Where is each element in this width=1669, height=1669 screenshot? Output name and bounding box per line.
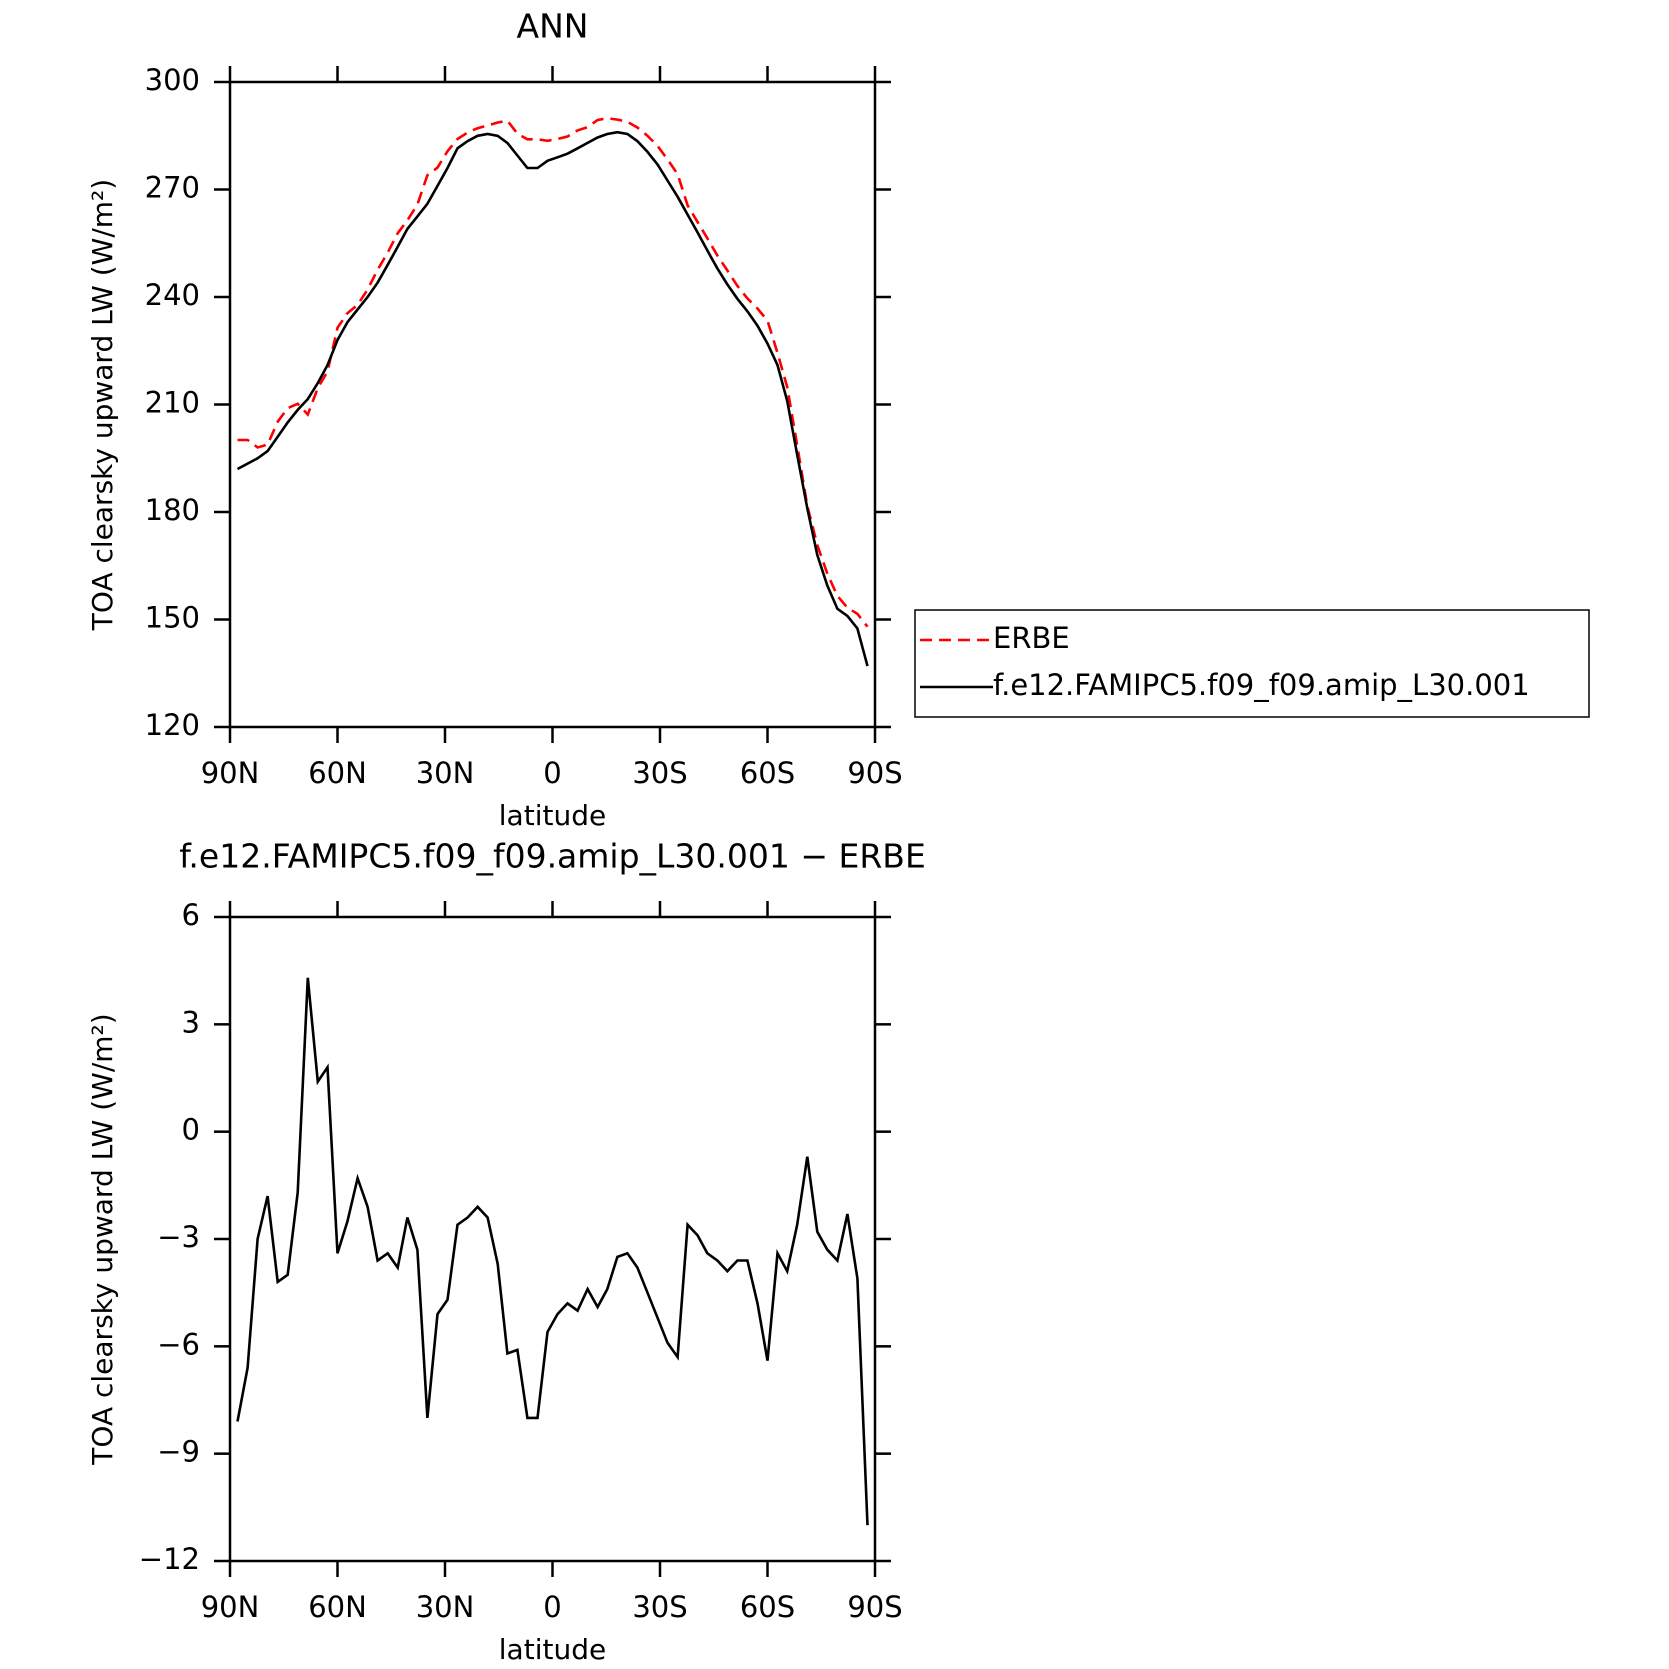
y-tick-label: 3 (182, 1005, 200, 1039)
x-tick-label: 0 (543, 1590, 561, 1624)
x-tick-label: 60N (308, 1590, 367, 1624)
y-tick-label: 120 (145, 708, 200, 742)
y-tick-label: −9 (157, 1435, 200, 1469)
legend-box (914, 609, 1590, 718)
x-tick-label: 90S (847, 756, 902, 790)
plot-frame (228, 915, 877, 1563)
x-axis-label: latitude (499, 799, 606, 832)
x-tick-label: 60N (308, 756, 367, 790)
x-tick-label: 90S (847, 1590, 902, 1624)
y-tick-label: 180 (145, 493, 200, 527)
legend-label: f.e12.FAMIPC5.f09_f09.amip_L30.001 (993, 668, 1530, 702)
data-line (236, 130, 869, 667)
x-tick-label: 30N (416, 756, 475, 790)
data-line (236, 977, 869, 1526)
x-tick-label: 90N (201, 1590, 260, 1624)
x-tick-label: 30N (416, 1590, 475, 1624)
chart-title: ANN (517, 7, 589, 46)
x-tick-label: 0 (543, 756, 561, 790)
x-tick-label: 90N (201, 756, 260, 790)
y-tick-label: 300 (145, 63, 200, 97)
chart-title: f.e12.FAMIPC5.f09_f09.amip_L30.001 − ERB… (179, 837, 926, 876)
y-tick-label: 6 (182, 898, 200, 932)
x-tick-label: 30S (632, 1590, 687, 1624)
y-tick-label: 240 (145, 278, 200, 312)
x-axis-label: latitude (499, 1633, 606, 1666)
y-tick-label: 270 (145, 171, 200, 205)
x-tick-label: 30S (632, 756, 687, 790)
y-axis-label: TOA clearsky upward LW (W/m²) (86, 1013, 119, 1465)
y-tick-label: 210 (145, 386, 200, 420)
x-tick-label: 60S (740, 756, 795, 790)
y-tick-label: 0 (182, 1113, 200, 1147)
y-tick-label: −12 (139, 1542, 200, 1576)
y-axis-label: TOA clearsky upward LW (W/m²) (86, 179, 119, 631)
y-tick-label: −3 (157, 1220, 200, 1254)
y-tick-label: −6 (157, 1327, 200, 1361)
data-line (237, 116, 869, 628)
y-tick-label: 150 (145, 601, 200, 635)
x-tick-label: 60S (740, 1590, 795, 1624)
legend-label: ERBE (993, 621, 1070, 655)
plot-frame (228, 80, 877, 729)
